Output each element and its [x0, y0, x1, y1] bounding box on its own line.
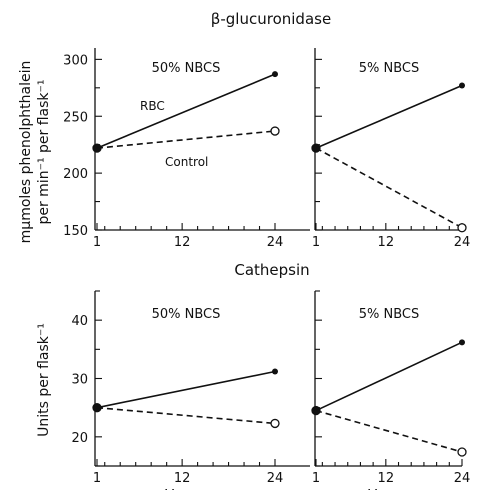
x-tick-label: 24: [267, 471, 284, 486]
rbc-line: [96, 370, 276, 409]
control-line: [96, 130, 276, 149]
x-tick-label: 12: [174, 235, 191, 250]
x-tick-label: 1: [93, 235, 101, 250]
panel-title: 5% NBCS: [359, 61, 420, 76]
y-tick-label: 20: [71, 431, 88, 446]
y-axis-label-top-line1: mμmoles phenolphthalein: [18, 61, 34, 244]
data-point: [272, 71, 278, 78]
annotation-control: Control: [165, 155, 208, 169]
data-point: [311, 405, 321, 416]
x-tick-label: 24: [454, 471, 471, 486]
x-tick-label: 1: [312, 471, 320, 486]
x-axis-label: Hours: [367, 486, 411, 490]
rbc-line: [96, 73, 276, 149]
mid-section-title: Cathepsin: [234, 261, 309, 279]
data-point: [457, 223, 467, 233]
data-point: [270, 418, 280, 429]
annotation-rbc: RBC: [140, 99, 165, 113]
x-tick-label: 12: [378, 235, 395, 250]
control-line: [315, 409, 463, 453]
x-tick-label: 1: [312, 235, 320, 250]
y-axis-label-bottom: Units per flask⁻¹: [36, 323, 52, 437]
y-tick-label: 40: [71, 314, 88, 329]
control-line: [315, 147, 463, 229]
x-tick-label: 24: [267, 235, 284, 250]
data-point: [457, 447, 467, 457]
data-point: [311, 143, 321, 153]
y-axis-label-top-line2: per min⁻¹ per flask⁻¹: [36, 79, 52, 224]
x-tick-label: 12: [174, 471, 191, 486]
rbc-line: [315, 341, 463, 412]
rbc-line: [315, 84, 463, 149]
control-line: [96, 406, 276, 425]
data-point: [459, 82, 465, 89]
top-section-title: β-glucuronidase: [211, 10, 331, 28]
panel-title: 5% NBCS: [359, 307, 420, 322]
x-axis-label: Hours: [164, 486, 208, 490]
y-tick-label: 150: [63, 224, 88, 239]
y-tick-label: 250: [63, 110, 88, 125]
panel-title: 50% NBCS: [152, 61, 221, 76]
y-tick-label: 200: [63, 167, 88, 182]
x-tick-label: 24: [454, 235, 471, 250]
x-tick-label: 1: [93, 471, 101, 486]
panel-2: 1 12 24 5% NBCS: [311, 48, 471, 250]
data-point: [270, 126, 280, 136]
data-point: [459, 339, 465, 346]
x-tick-label: 12: [378, 471, 395, 486]
y-tick-label: 30: [71, 373, 88, 388]
panel-1: 150 200 250 300 1 12 24 50% NBCS: [63, 48, 310, 250]
data-point: [92, 403, 102, 413]
panel-3: 20 30 40 1 12 24 50% NBCS Hours: [71, 290, 310, 490]
panel-4: 1 12 24 5% NBCS Hours: [311, 290, 471, 490]
data-point: [92, 143, 102, 153]
panel-title: 50% NBCS: [152, 307, 221, 322]
y-tick-label: 300: [63, 53, 88, 68]
data-point: [272, 368, 278, 375]
